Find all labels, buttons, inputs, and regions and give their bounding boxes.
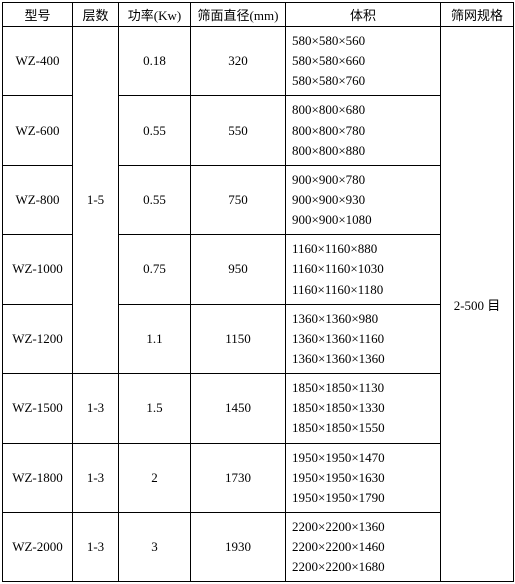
cell-diameter: 950 (191, 235, 286, 304)
volume-line: 1360×1360×1160 (292, 329, 434, 349)
cell-power: 1.5 (119, 374, 191, 443)
cell-model: WZ-1000 (3, 235, 73, 304)
volume-line: 1360×1360×1360 (292, 349, 434, 369)
volume-line: 1950×1950×1470 (292, 448, 434, 468)
header-diameter: 筛面直径(mm) (191, 3, 286, 27)
table-row: WZ-1500 1-3 1.5 1450 1850×1850×1130 1850… (3, 374, 514, 443)
volume-line: 1160×1160×880 (292, 239, 434, 259)
volume-line: 2200×2200×1680 (292, 557, 434, 577)
cell-power: 3 (119, 512, 191, 581)
cell-diameter: 750 (191, 165, 286, 234)
volume-line: 2200×2200×1360 (292, 517, 434, 537)
volume-line: 1850×1850×1550 (292, 418, 434, 438)
cell-model: WZ-1500 (3, 374, 73, 443)
spec-table: 型号 层数 功率(Kw) 筛面直径(mm) 体积 筛网规格 WZ-400 1-5… (2, 2, 514, 582)
cell-model: WZ-600 (3, 96, 73, 165)
volume-line: 800×800×680 (292, 100, 434, 120)
cell-power: 2 (119, 443, 191, 512)
header-power: 功率(Kw) (119, 3, 191, 27)
cell-volume: 1160×1160×880 1160×1160×1030 1160×1160×1… (286, 235, 441, 304)
volume-line: 1950×1950×1630 (292, 468, 434, 488)
cell-diameter: 320 (191, 27, 286, 96)
cell-diameter: 1930 (191, 512, 286, 581)
volume-line: 900×900×930 (292, 190, 434, 210)
cell-volume: 1360×1360×980 1360×1360×1160 1360×1360×1… (286, 304, 441, 373)
cell-power: 0.75 (119, 235, 191, 304)
cell-layers: 1-3 (73, 512, 119, 581)
header-row: 型号 层数 功率(Kw) 筛面直径(mm) 体积 筛网规格 (3, 3, 514, 27)
header-mesh: 筛网规格 (441, 3, 514, 27)
cell-diameter: 1730 (191, 443, 286, 512)
volume-line: 580×580×560 (292, 31, 434, 51)
volume-line: 800×800×880 (292, 141, 434, 161)
volume-line: 580×580×660 (292, 51, 434, 71)
table-row: WZ-1800 1-3 2 1730 1950×1950×1470 1950×1… (3, 443, 514, 512)
table-row: WZ-2000 1-3 3 1930 2200×2200×1360 2200×2… (3, 512, 514, 581)
volume-line: 580×580×760 (292, 71, 434, 91)
cell-model: WZ-2000 (3, 512, 73, 581)
cell-power: 0.18 (119, 27, 191, 96)
cell-volume: 2200×2200×1360 2200×2200×1460 2200×2200×… (286, 512, 441, 581)
volume-line: 1850×1850×1330 (292, 398, 434, 418)
cell-model: WZ-1800 (3, 443, 73, 512)
cell-volume: 800×800×680 800×800×780 800×800×880 (286, 96, 441, 165)
header-model: 型号 (3, 3, 73, 27)
cell-diameter: 1450 (191, 374, 286, 443)
cell-mesh: 2-500 目 (441, 27, 514, 582)
volume-line: 1160×1160×1030 (292, 259, 434, 279)
volume-line: 800×800×780 (292, 121, 434, 141)
header-layers: 层数 (73, 3, 119, 27)
cell-power: 1.1 (119, 304, 191, 373)
cell-layers: 1-5 (73, 27, 119, 374)
cell-volume: 900×900×780 900×900×930 900×900×1080 (286, 165, 441, 234)
cell-volume: 1850×1850×1130 1850×1850×1330 1850×1850×… (286, 374, 441, 443)
cell-model: WZ-800 (3, 165, 73, 234)
header-volume: 体积 (286, 3, 441, 27)
volume-line: 1850×1850×1130 (292, 378, 434, 398)
table-row: WZ-400 1-5 0.18 320 580×580×560 580×580×… (3, 27, 514, 96)
volume-line: 1950×1950×1790 (292, 488, 434, 508)
volume-line: 1160×1160×1180 (292, 280, 434, 300)
volume-line: 2200×2200×1460 (292, 537, 434, 557)
cell-layers: 1-3 (73, 374, 119, 443)
cell-volume: 580×580×560 580×580×660 580×580×760 (286, 27, 441, 96)
cell-volume: 1950×1950×1470 1950×1950×1630 1950×1950×… (286, 443, 441, 512)
volume-line: 1360×1360×980 (292, 309, 434, 329)
cell-diameter: 550 (191, 96, 286, 165)
volume-line: 900×900×780 (292, 170, 434, 190)
cell-layers: 1-3 (73, 443, 119, 512)
cell-power: 0.55 (119, 96, 191, 165)
volume-line: 900×900×1080 (292, 210, 434, 230)
cell-model: WZ-400 (3, 27, 73, 96)
cell-diameter: 1150 (191, 304, 286, 373)
cell-power: 0.55 (119, 165, 191, 234)
cell-model: WZ-1200 (3, 304, 73, 373)
